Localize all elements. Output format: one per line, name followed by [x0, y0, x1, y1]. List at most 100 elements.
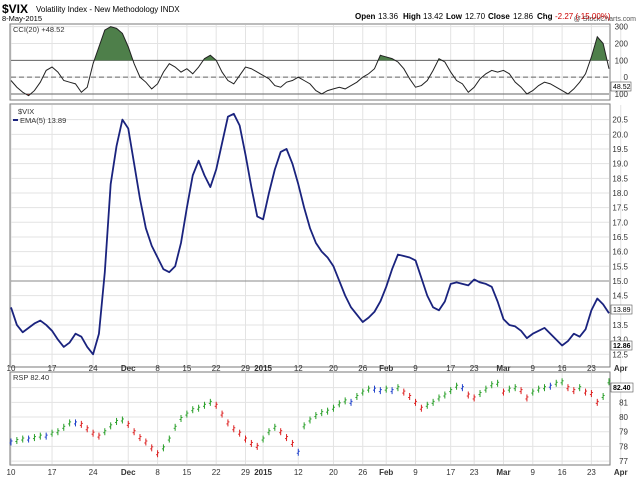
- open-value: 13.36: [378, 12, 399, 21]
- y-tick-label: 19.0: [612, 160, 628, 169]
- x-tick-label: 22: [212, 364, 221, 373]
- x-tick-label: 26: [358, 468, 367, 477]
- x-tick-label: 12: [294, 364, 303, 373]
- x-tick-label: 16: [558, 468, 567, 477]
- y-tick-label: 77: [619, 457, 628, 466]
- y-tick-label: 18.5: [612, 174, 628, 183]
- x-tick-label: 8: [155, 364, 160, 373]
- x-tick-label: Apr: [614, 364, 628, 373]
- y-tick-label: 17.0: [612, 218, 628, 227]
- high-label: High: [403, 12, 421, 21]
- y-tick-label: 20.0: [612, 130, 628, 139]
- symbol-title: $VIX: [2, 2, 28, 16]
- chg-label: Chg: [537, 12, 553, 21]
- x-tick-label: Feb: [379, 364, 393, 373]
- x-tick-label: 29: [241, 468, 250, 477]
- x-tick-label: 20: [329, 468, 338, 477]
- y-tick-label: 13.0: [612, 336, 628, 345]
- x-tick-label: 9: [531, 468, 536, 477]
- x-tick-label: 20: [329, 364, 338, 373]
- cci-panel: [9, 23, 611, 101]
- y-tick-label: 12.5: [612, 350, 628, 359]
- y-tick-label: 15.0: [612, 277, 628, 286]
- x-tick-label: 24: [89, 468, 98, 477]
- x-tick-label: 24: [89, 364, 98, 373]
- rsp-last-value: 82.40: [613, 385, 631, 392]
- y-tick-label: 17.5: [612, 204, 628, 213]
- cci-overbought-fill: [590, 36, 608, 61]
- x-tick-label: Dec: [121, 364, 136, 373]
- x-tick-label: 2015: [254, 468, 272, 477]
- rsp-legend: RSP 82.40: [13, 373, 49, 382]
- cci-last-tag: [610, 81, 632, 92]
- cci-overbought-fill: [94, 26, 133, 61]
- rsp-last-tag: [610, 382, 634, 393]
- x-tick-label: 17: [48, 468, 57, 477]
- close-value: 12.86: [513, 12, 534, 21]
- x-tick-label: 15: [182, 468, 191, 477]
- y-tick-label: 80: [619, 413, 628, 422]
- x-tick-label: 10: [7, 364, 16, 373]
- cci-legend: CCI(20) +48.52: [13, 25, 65, 34]
- x-tick-label: 23: [587, 468, 596, 477]
- y-tick-label: 18.0: [612, 189, 628, 198]
- x-tick-label: Dec: [121, 468, 136, 477]
- vix-ema-line: [10, 112, 610, 356]
- x-tick-label: 29: [241, 364, 250, 373]
- vix-legend-series: EMA(5) 13.89: [20, 116, 66, 125]
- x-tick-label: Mar: [496, 364, 510, 373]
- x-tick-label: 22: [212, 468, 221, 477]
- vix-legend-symbol: $VIX: [18, 107, 34, 116]
- x-tick-label: 10: [7, 468, 16, 477]
- x-tick-label: 8: [155, 468, 160, 477]
- y-tick-label: 14.5: [612, 292, 628, 301]
- x-tick-label: 17: [446, 364, 455, 373]
- vix-ema-last-value: 13.89: [613, 307, 631, 314]
- low-value: 12.70: [465, 12, 486, 21]
- open-label: Open: [355, 12, 376, 21]
- symbol-name: Volatility Index - New Methodology INDX: [36, 5, 180, 14]
- y-tick-label: 300: [615, 23, 629, 32]
- x-tick-label: 15: [182, 364, 191, 373]
- x-tick-label: Mar: [496, 468, 510, 477]
- y-tick-label: 13.5: [612, 321, 628, 330]
- close-label: Close: [488, 12, 510, 21]
- y-tick-label: 100: [615, 90, 629, 99]
- y-tick-label: 79: [619, 428, 628, 437]
- chart-date: 8-May-2015: [2, 14, 42, 23]
- x-tick-label: 12: [294, 468, 303, 477]
- x-tick-label: Apr: [614, 468, 628, 477]
- x-tick-label: 9: [413, 364, 418, 373]
- vix-close-tag: [610, 340, 633, 351]
- y-tick-label: 19.5: [612, 145, 628, 154]
- y-tick-label: 200: [615, 40, 629, 49]
- cci-last-value: 48.52: [613, 84, 631, 91]
- low-label: Low: [446, 12, 463, 21]
- x-tick-label: 26: [358, 364, 367, 373]
- x-tick-label: 9: [413, 468, 418, 477]
- x-tick-label: 9: [531, 364, 536, 373]
- x-tick-label: 23: [470, 364, 479, 373]
- y-tick-label: 78: [619, 442, 628, 451]
- cci-overbought-fill: [203, 55, 217, 61]
- y-tick-label: 20.5: [612, 116, 628, 125]
- high-value: 13.42: [423, 12, 444, 21]
- chg-value: -2.27 (-15.00%): [555, 12, 611, 21]
- vix-panel: [9, 103, 611, 368]
- vix-close-value: 12.86: [613, 343, 631, 350]
- x-tick-label: 23: [587, 364, 596, 373]
- x-tick-label: 23: [470, 468, 479, 477]
- x-tick-label: 17: [48, 364, 57, 373]
- y-tick-label: 15.5: [612, 262, 628, 271]
- y-tick-label: 0: [624, 73, 629, 82]
- x-tick-label: 17: [446, 468, 455, 477]
- x-tick-label: Feb: [379, 468, 393, 477]
- y-tick-label: 16.5: [612, 233, 628, 242]
- x-tick-label: 2015: [254, 364, 272, 373]
- y-tick-label: 100: [615, 56, 629, 65]
- x-tick-label: 16: [558, 364, 567, 373]
- cci-line: [10, 26, 610, 97]
- y-tick-label: 81: [619, 398, 628, 407]
- y-tick-label: 16.0: [612, 248, 628, 257]
